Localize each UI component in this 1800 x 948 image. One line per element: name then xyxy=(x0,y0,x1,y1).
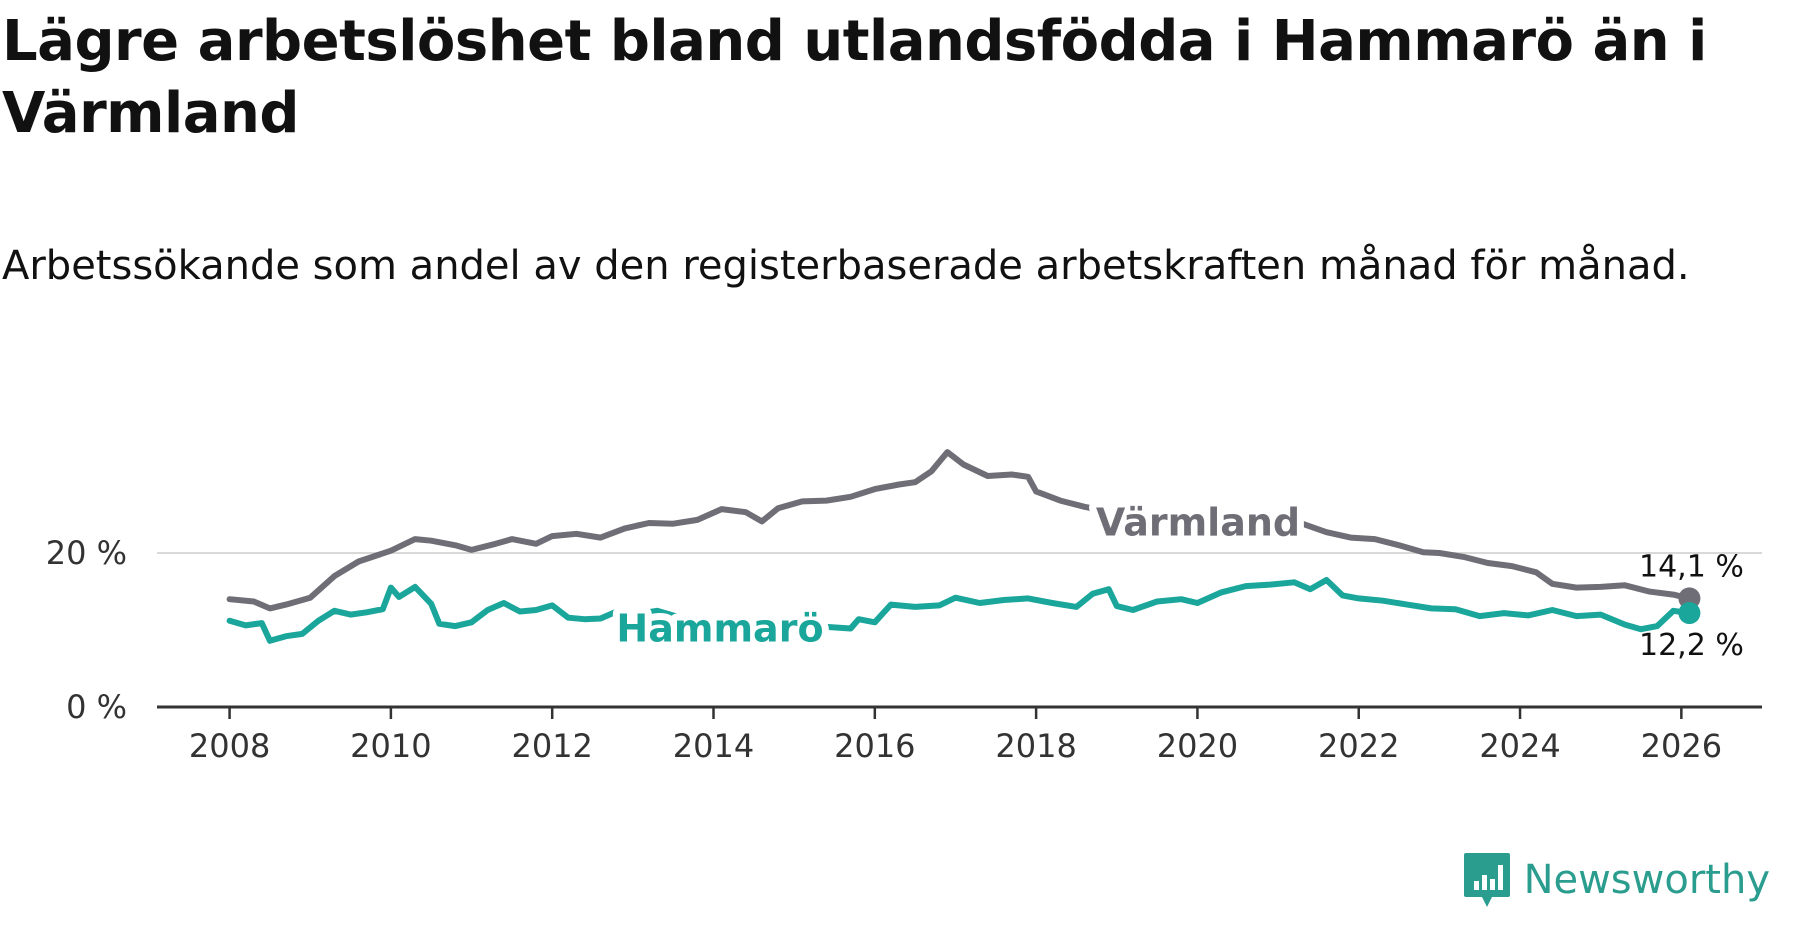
brand: Newsworthy xyxy=(1462,851,1770,909)
series-name-label: Hammarö xyxy=(616,607,823,651)
chart-subtitle: Arbetssökande som andel av den registerb… xyxy=(2,243,1690,289)
x-tick-label: 2020 xyxy=(1157,727,1238,765)
x-tick-label: 2022 xyxy=(1318,727,1399,765)
series-end-point xyxy=(1678,602,1701,625)
line-layer xyxy=(226,449,1693,644)
x-tick-label: 2010 xyxy=(350,727,431,765)
series-line-0 xyxy=(226,449,1693,612)
brand-name: Newsworthy xyxy=(1523,857,1770,903)
x-tick-label: 2016 xyxy=(834,727,915,765)
series-name-label: Värmland xyxy=(1096,500,1300,544)
series-name-halo: Hammarö xyxy=(616,607,823,651)
x-tick-label: 2018 xyxy=(995,727,1076,765)
series-name-halo: Värmland xyxy=(1096,500,1300,544)
x-tick-label: 2008 xyxy=(189,727,270,765)
series-end-label: 12,2 % xyxy=(1639,628,1744,663)
series-line-1 xyxy=(226,577,1693,644)
chart-title: Lägre arbetslöshet bland utlandsfödda i … xyxy=(2,9,1707,146)
grid-layer: 0 % 20 % 2008 2010 2012 2014 2016 2018 2020 2022 2… xyxy=(46,534,1762,765)
newsworthy-logo-icon xyxy=(1463,853,1510,907)
x-tick-label: 2026 xyxy=(1641,727,1722,765)
series-end-label: 14,1 % xyxy=(1639,549,1744,584)
y-tick-label: 20 % xyxy=(46,534,127,572)
x-tick-label: 2012 xyxy=(511,727,592,765)
y-tick-label: 0 % xyxy=(66,688,127,726)
x-tick-label: 2014 xyxy=(673,727,754,765)
x-tick-label: 2024 xyxy=(1479,727,1560,765)
